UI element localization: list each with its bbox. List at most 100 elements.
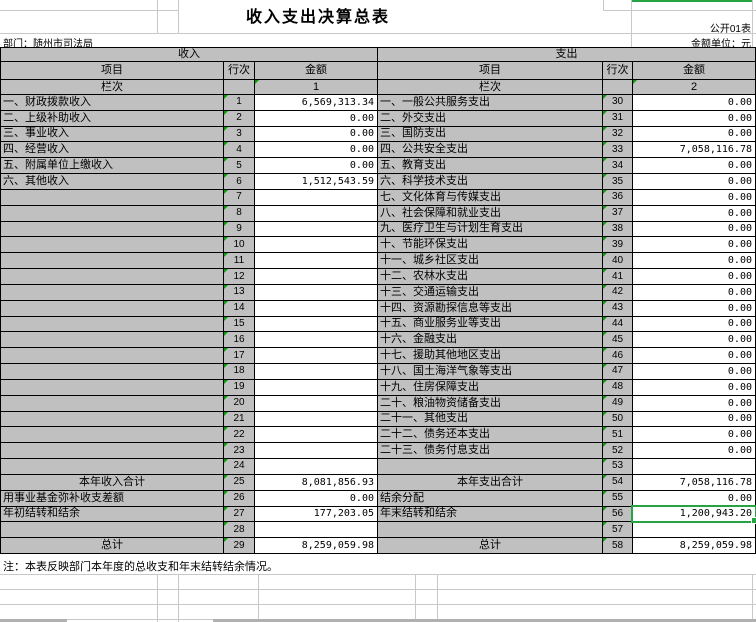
- cell-line[interactable]: 18: [224, 364, 254, 379]
- cell-line[interactable]: 26: [224, 490, 254, 506]
- cell-item[interactable]: [1, 316, 223, 332]
- col-header-amount-expense[interactable]: 金额: [633, 62, 755, 79]
- cell-amount[interactable]: [255, 269, 377, 284]
- cell-line[interactable]: 10: [224, 237, 254, 253]
- cell-line[interactable]: 43: [603, 300, 632, 316]
- cell-line[interactable]: 7: [224, 189, 254, 205]
- cell-item[interactable]: 本年支出合计: [378, 474, 602, 490]
- cell-item[interactable]: 总计: [1, 538, 223, 553]
- cell-amount[interactable]: [255, 348, 377, 364]
- cell-line[interactable]: 23: [224, 443, 254, 459]
- cell-line[interactable]: 46: [603, 348, 632, 364]
- cell-item[interactable]: 用事业基金弥补收支差额: [1, 490, 223, 506]
- cell-amount[interactable]: 8,081,856.93: [255, 474, 377, 490]
- cell-line[interactable]: 37: [603, 205, 632, 221]
- cell-line[interactable]: 4: [224, 142, 254, 158]
- cell-item[interactable]: [1, 205, 223, 221]
- cell-line[interactable]: 1: [224, 95, 254, 110]
- cell-item[interactable]: [1, 332, 223, 348]
- fill-handle[interactable]: [751, 517, 756, 525]
- cell-item[interactable]: 二十二、债务还本支出: [378, 427, 602, 443]
- cell-line[interactable]: 57: [603, 522, 632, 538]
- cell-amount[interactable]: [255, 443, 377, 459]
- col-header-line-expense[interactable]: 行次: [603, 62, 632, 79]
- cell-item[interactable]: 十九、住房保障支出: [378, 379, 602, 395]
- cell-item[interactable]: 年末结转和结余: [378, 506, 602, 522]
- cell-item[interactable]: 二十一、其他支出: [378, 411, 602, 427]
- cell-line[interactable]: 8: [224, 205, 254, 221]
- cell-line[interactable]: 52: [603, 443, 632, 459]
- cell-item[interactable]: [1, 395, 223, 411]
- cell-item[interactable]: 二、上级补助收入: [1, 110, 223, 126]
- cell-amount[interactable]: [255, 284, 377, 300]
- cell-item[interactable]: 十八、国土海洋气象等支出: [378, 364, 602, 379]
- cell-amount[interactable]: 0.00: [633, 411, 755, 427]
- cell-item[interactable]: 二、外交支出: [378, 110, 602, 126]
- cell-item[interactable]: 二十三、债务付息支出: [378, 443, 602, 459]
- cell-item[interactable]: 十一、城乡社区支出: [378, 253, 602, 269]
- cell-amount[interactable]: 0.00: [633, 237, 755, 253]
- colindex-blank-expense[interactable]: [603, 80, 632, 94]
- cell-amount[interactable]: 1,512,543.59: [255, 174, 377, 189]
- cell-item[interactable]: 一、财政拨款收入: [1, 95, 223, 110]
- cell-line[interactable]: 32: [603, 126, 632, 142]
- cell-line[interactable]: 21: [224, 411, 254, 427]
- cell-amount[interactable]: [255, 411, 377, 427]
- cell-amount[interactable]: [255, 189, 377, 205]
- cell-line[interactable]: 6: [224, 174, 254, 189]
- cell-line[interactable]: 45: [603, 332, 632, 348]
- cell-line[interactable]: 50: [603, 411, 632, 427]
- cell-item[interactable]: [378, 522, 602, 538]
- cell-line[interactable]: 40: [603, 253, 632, 269]
- cell-item[interactable]: [1, 443, 223, 459]
- cell-line[interactable]: 31: [603, 110, 632, 126]
- cell-item[interactable]: 十、节能环保支出: [378, 237, 602, 253]
- cell-item[interactable]: 十四、资源勘探信息等支出: [378, 300, 602, 316]
- cell-item[interactable]: [1, 348, 223, 364]
- cell-amount[interactable]: [255, 364, 377, 379]
- cell-line[interactable]: 9: [224, 221, 254, 237]
- cell-line[interactable]: 51: [603, 427, 632, 443]
- cell-item[interactable]: 五、附属单位上缴收入: [1, 158, 223, 174]
- col-header-amount-income[interactable]: 金额: [255, 62, 377, 79]
- cell-item[interactable]: 十三、交通运输支出: [378, 284, 602, 300]
- cell-item[interactable]: 五、教育支出: [378, 158, 602, 174]
- cell-amount[interactable]: 0.00: [255, 490, 377, 506]
- cell-line[interactable]: 39: [603, 237, 632, 253]
- col-header-line-income[interactable]: 行次: [224, 62, 254, 79]
- cell-line[interactable]: 16: [224, 332, 254, 348]
- cell-line[interactable]: 58: [603, 538, 632, 553]
- cell-item[interactable]: [1, 459, 223, 474]
- col-header-item-income[interactable]: 项目: [1, 62, 223, 79]
- cell-item[interactable]: 一、一般公共服务支出: [378, 95, 602, 110]
- cell-item[interactable]: [1, 221, 223, 237]
- cell-line[interactable]: 34: [603, 158, 632, 174]
- cell-amount[interactable]: 0.00: [633, 221, 755, 237]
- cell-amount[interactable]: 7,058,116.78: [633, 474, 755, 490]
- cell-line[interactable]: 12: [224, 269, 254, 284]
- cell-amount[interactable]: [255, 316, 377, 332]
- cell-amount[interactable]: 0.00: [633, 490, 755, 506]
- cell-amount[interactable]: 0.00: [633, 189, 755, 205]
- cell-line[interactable]: 35: [603, 174, 632, 189]
- cell-item[interactable]: [1, 237, 223, 253]
- colindex-value-income[interactable]: 1: [255, 80, 377, 94]
- cell-amount[interactable]: [255, 253, 377, 269]
- cell-line[interactable]: 48: [603, 379, 632, 395]
- cell-amount[interactable]: 177,203.05: [255, 506, 377, 522]
- cell-item[interactable]: [1, 522, 223, 538]
- cell-amount[interactable]: 6,569,313.34: [255, 95, 377, 110]
- cell-item[interactable]: 六、其他收入: [1, 174, 223, 189]
- cell-item[interactable]: [1, 379, 223, 395]
- colindex-value-expense[interactable]: 2: [633, 80, 755, 94]
- cell-amount[interactable]: 0.00: [633, 395, 755, 411]
- cell-item[interactable]: 六、科学技术支出: [378, 174, 602, 189]
- cell-line[interactable]: 24: [224, 459, 254, 474]
- cell-line[interactable]: 36: [603, 189, 632, 205]
- cell-line[interactable]: 53: [603, 459, 632, 474]
- cell-item[interactable]: 四、经营收入: [1, 142, 223, 158]
- cell-line[interactable]: 33: [603, 142, 632, 158]
- cell-line[interactable]: 38: [603, 221, 632, 237]
- cell-amount[interactable]: 0.00: [633, 269, 755, 284]
- cell-line[interactable]: 5: [224, 158, 254, 174]
